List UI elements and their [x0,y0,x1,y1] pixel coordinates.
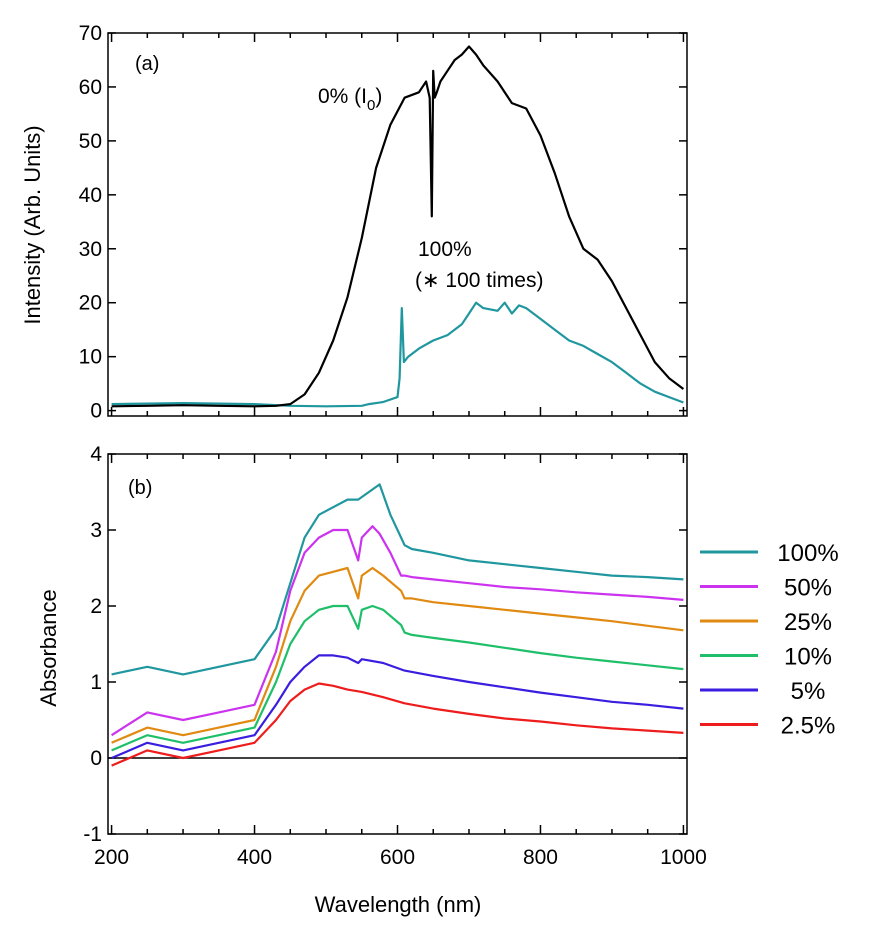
legend-label-10: 10% [784,644,832,671]
panel-a-ylabel: Intensity (Arb. Units) [20,125,45,324]
panel-a: 0 10 20 30 40 50 60 70 (a) Intensity (Arb. Unit… [20,22,688,423]
panel-b-xticks: 200 400 600 800 1000 [94,454,707,869]
panel-b-series-100 [111,483,684,676]
legend-label-5: 5% [791,678,826,705]
panel-b-series-10 [111,604,684,752]
annotation-0pct-close: ) [375,85,382,108]
panel-b-ytick-label: 1 [90,671,102,694]
panel-b-xlabel: Wavelength (nm) [315,892,482,917]
annotation-100-times: (∗ 100 times) [415,269,543,292]
panel-b-xtick-label: 400 [237,846,272,869]
legend-label-50: 50% [784,575,832,602]
legend-label-100: 100% [777,540,838,567]
panel-a-xticks [110,33,685,416]
panel-b-series-50 [111,525,684,737]
panel-b-series-25 [111,566,684,744]
panel-a-ytick-label: 0 [90,400,102,423]
panel-b-ytick-label: 4 [90,443,102,466]
annotation-0pct-text: 0% (I [318,85,367,108]
panel-b-series-5 [111,654,684,760]
panel-a-series-100 [111,301,684,408]
panel-b-xtick-label: 200 [94,846,129,869]
panel-b-xtick-label: 800 [523,846,558,869]
panel-b-ylabel: Absorbance [36,589,61,706]
panel-a-ytick-label: 10 [79,346,102,369]
panel-b-ytick-label: 3 [90,519,102,542]
panel-a-series [111,45,685,408]
panel-b-series [108,483,687,767]
panel-b-label: (b) [128,477,152,499]
panel-a-yticks: 0 10 20 30 40 50 60 70 [79,22,687,423]
panel-a-frame [107,32,688,417]
panel-a-label: (a) [135,53,159,75]
panel-a-ytick-label: 30 [79,238,102,261]
panel-a-series-0-i0 [111,45,685,408]
legend: 100% 50% 25% 10% 5% 2.5% [700,540,839,740]
panel-a-ytick-label: 70 [79,22,102,45]
panel-b-yticks: -1 0 1 2 3 4 [83,443,687,846]
panel-b-ytick-label: -1 [83,823,102,846]
panel-b-ytick-label: 0 [90,747,102,770]
annotation-100pct: 100% [418,238,472,261]
annotation-0pct: 0% (I0) [318,85,382,114]
panel-b-xtick-label: 600 [380,846,415,869]
panel-a-ytick-label: 50 [79,130,102,153]
legend-label-25: 25% [784,609,832,636]
annotation-0pct-sub: 0 [367,97,375,114]
panel-b-series-2-5 [111,682,684,767]
panel-b-ytick-label: 2 [90,595,102,618]
panel-a-ytick-label: 60 [79,76,102,99]
legend-label-2-5: 2.5% [781,713,836,740]
panel-b-frame [107,453,688,835]
panel-b-xtick-label: 1000 [660,846,707,869]
panel-a-ytick-label: 40 [79,184,102,207]
panel-a-ytick-label: 20 [79,292,102,315]
